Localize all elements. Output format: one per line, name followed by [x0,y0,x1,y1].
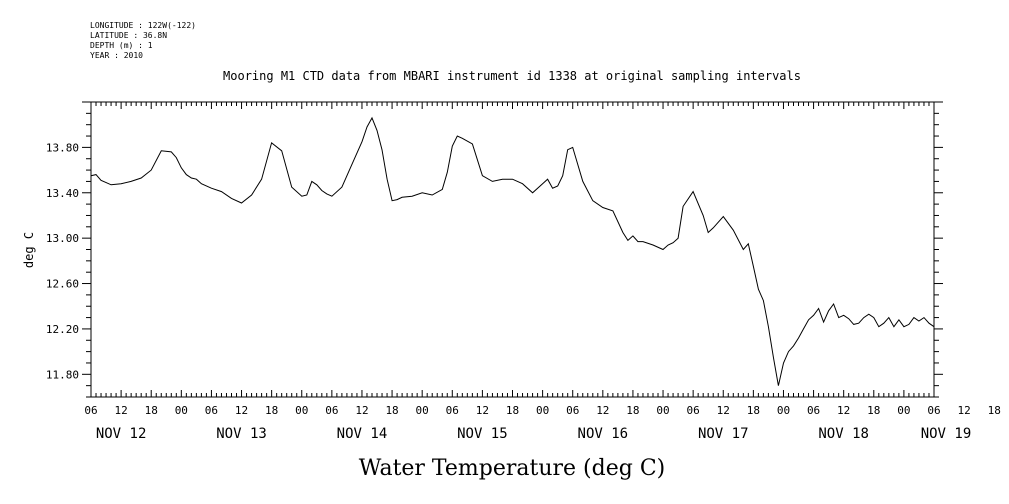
day-label: NOV 15 [457,426,508,442]
chart-title: Mooring M1 CTD data from MBARI instrumen… [223,69,801,83]
day-label: NOV 18 [818,426,869,442]
day-label: NOV 16 [578,426,629,442]
x-tick-label: 06 [566,404,579,417]
x-tick-label: 12 [355,404,368,417]
day-label: NOV 14 [337,426,388,442]
day-label: NOV 17 [698,426,749,442]
x-tick-label: 12 [235,404,248,417]
x-tick-label: 00 [897,404,910,417]
x-tick-label: 00 [175,404,188,417]
y-tick-label: 13.40 [46,187,79,200]
temperature-series-line [90,116,935,386]
x-tick-label: 12 [476,404,489,417]
x-tick-label: 06 [205,404,218,417]
x-tick-label: 06 [807,404,820,417]
day-label: NOV 12 [96,426,147,442]
meta-year: YEAR : 2010 [90,51,143,60]
axis-ticks [82,101,943,398]
x-tick-label: 00 [416,404,429,417]
y-tick-label: 12.20 [46,323,79,336]
x-tick-label: 18 [265,404,278,417]
x-tick-label: 18 [145,404,158,417]
x-tick-label: 12 [114,404,127,417]
x-tick-label: 00 [656,404,669,417]
x-tick-label: 06 [325,404,338,417]
x-tick-label: 12 [957,404,970,417]
x-tick-label: 00 [295,404,308,417]
y-tick-label: 11.80 [46,368,79,381]
x-tick-labels: 06 12 18 00 06 12 18 00 06 12 18 00 06 12 18 00 06 12 18 00… [84,404,1001,417]
x-tick-label: 12 [717,404,730,417]
x-tick-label: 06 [927,404,940,417]
x-tick-label: 12 [837,404,850,417]
y-tick-label: 13.80 [46,141,79,154]
meta-longitude: LONGITUDE : 122W(-122) [90,21,196,30]
x-tick-label: 06 [446,404,459,417]
plot-frame [90,101,935,398]
x-tick-label: 18 [747,404,760,417]
metadata-block: LONGITUDE : 122W(-122) LATITUDE : 36.8N … [90,21,196,61]
x-tick-label: 18 [385,404,398,417]
y-tick-labels: 13.80 13.40 13.00 12.60 12.20 11.80 [46,141,79,381]
y-tick-label: 13.00 [46,232,79,245]
y-tick-label: 12.60 [46,278,79,291]
x-tick-label: 12 [596,404,609,417]
x-tick-label: 18 [867,404,880,417]
x-tick-label: 18 [626,404,639,417]
meta-depth: DEPTH (m) : 1 [90,41,153,50]
x-tick-label: 00 [777,404,790,417]
meta-latitude: LATITUDE : 36.8N [90,31,168,40]
day-labels: NOV 12 NOV 13 NOV 14 NOV 15 NOV 16 NOV 17 NOV … [96,426,971,442]
x-tick-label: 18 [506,404,519,417]
x-tick-label: 06 [84,404,97,417]
y-axis-label: deg C [22,232,36,268]
x-tick-label: 18 [988,404,1001,417]
x-tick-label: 00 [536,404,549,417]
day-label: NOV 19 [921,426,972,442]
x-tick-label: 06 [687,404,700,417]
x-axis-label: Water Temperature (deg C) [359,456,666,481]
day-label: NOV 13 [216,426,267,442]
